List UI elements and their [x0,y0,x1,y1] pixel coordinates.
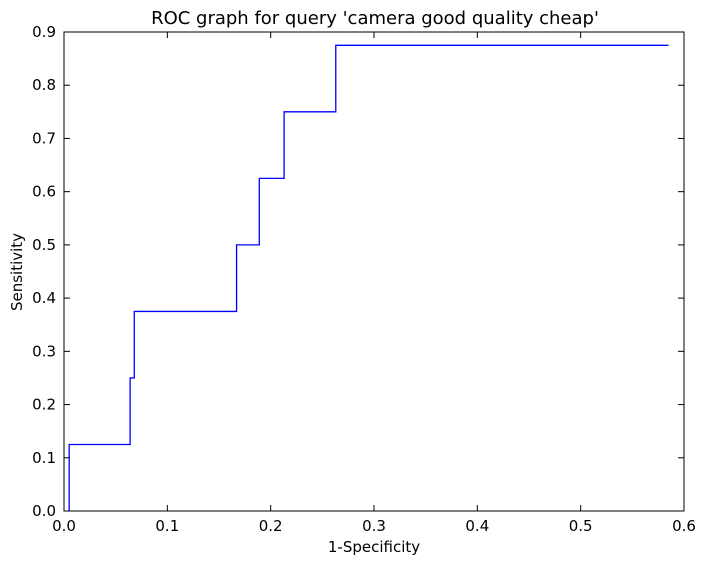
x-tick-label: 0.3 [362,517,386,535]
x-tick-label: 0.2 [259,517,283,535]
x-tick-label: 0.0 [52,517,76,535]
y-tick-label: 0.3 [32,342,56,360]
x-tick-label: 0.1 [155,517,179,535]
y-axis-label: Sensitivity [8,233,26,311]
y-tick-label: 0.5 [32,236,56,254]
plot-area [68,44,669,511]
chart-title: ROC graph for query 'camera good quality… [151,8,599,29]
x-tick-label: 0.6 [672,517,696,535]
y-tick-label: 0.8 [32,76,56,94]
y-tick-label: 0.6 [32,183,56,201]
x-tick-label: 0.5 [569,517,593,535]
y-tick-label: 0.9 [32,23,56,41]
y-tick-label: 0.2 [32,396,56,414]
y-tick-label: 0.1 [32,449,56,467]
y-tick-label: 0.4 [32,289,56,307]
x-axis-label: 1-Specificity [328,538,420,556]
y-tick-label: 0.0 [32,502,56,520]
y-tick-label: 0.7 [32,129,56,147]
y-axis: 0.0 0.1 0.2 0.3 0.4 0.5 0.6 0.7 0.8 0.9 [32,23,684,520]
x-axis: 0.0 0.1 0.2 0.3 0.4 0.5 0.6 [52,32,696,535]
roc-curve-line [68,44,669,511]
x-tick-label: 0.4 [465,517,489,535]
